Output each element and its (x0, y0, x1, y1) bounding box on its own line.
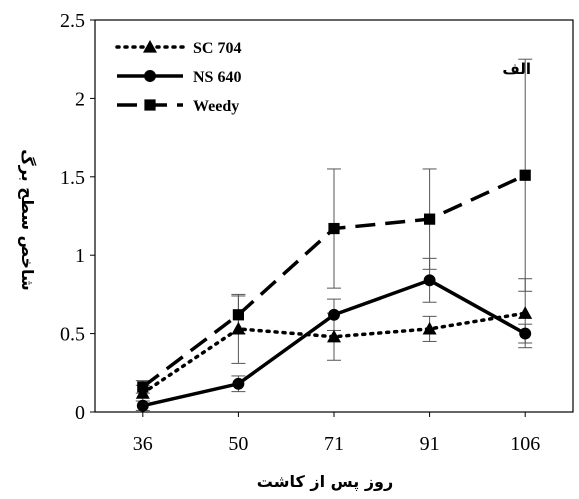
square-marker (232, 309, 244, 321)
x-tick-label: 91 (420, 433, 440, 455)
panel-label: الف (502, 60, 531, 78)
x-tick-label: 36 (133, 433, 153, 455)
y-axis-title: شاخص سطح برگ (18, 149, 37, 290)
triangle-marker (518, 306, 533, 319)
y-tick-label: 0 (75, 402, 85, 424)
x-axis-title: روز پس از کاشت (257, 472, 393, 492)
circle-marker (519, 327, 532, 340)
square-marker (519, 169, 531, 181)
circle-marker (328, 308, 340, 321)
circle-marker (144, 70, 156, 82)
y-tick-label: 1.5 (60, 167, 85, 189)
square-marker (424, 213, 436, 225)
triangle-marker (143, 40, 157, 53)
x-tick-label: 71 (324, 433, 344, 455)
x-axis-ticks: 36 50 71 91 106 (133, 412, 540, 455)
square-marker (328, 222, 340, 235)
y-tick-label: 2.5 (60, 10, 85, 32)
y-tick-label: 2 (75, 88, 85, 110)
series-markers (135, 169, 533, 412)
square-marker (144, 99, 156, 111)
legend-label: Weedy (193, 98, 239, 115)
x-tick-label: 50 (228, 433, 248, 455)
triangle-marker (327, 329, 341, 343)
y-tick-label: 1 (75, 245, 85, 267)
legend-label: SC 704 (193, 40, 241, 57)
y-tick-label: 0.5 (60, 324, 85, 346)
circle-marker (136, 399, 149, 412)
y-axis-ticks: 0 0.5 1 1.5 2 2.5 (60, 10, 95, 424)
x-tick-label: 106 (510, 433, 540, 455)
legend-label: NS 640 (193, 69, 241, 86)
triangle-marker (422, 321, 437, 335)
circle-marker (423, 274, 436, 287)
legend: SC 704 NS 640 Weedy (115, 40, 241, 115)
square-marker (137, 381, 149, 393)
circle-marker (232, 377, 245, 390)
triangle-marker (231, 321, 246, 335)
